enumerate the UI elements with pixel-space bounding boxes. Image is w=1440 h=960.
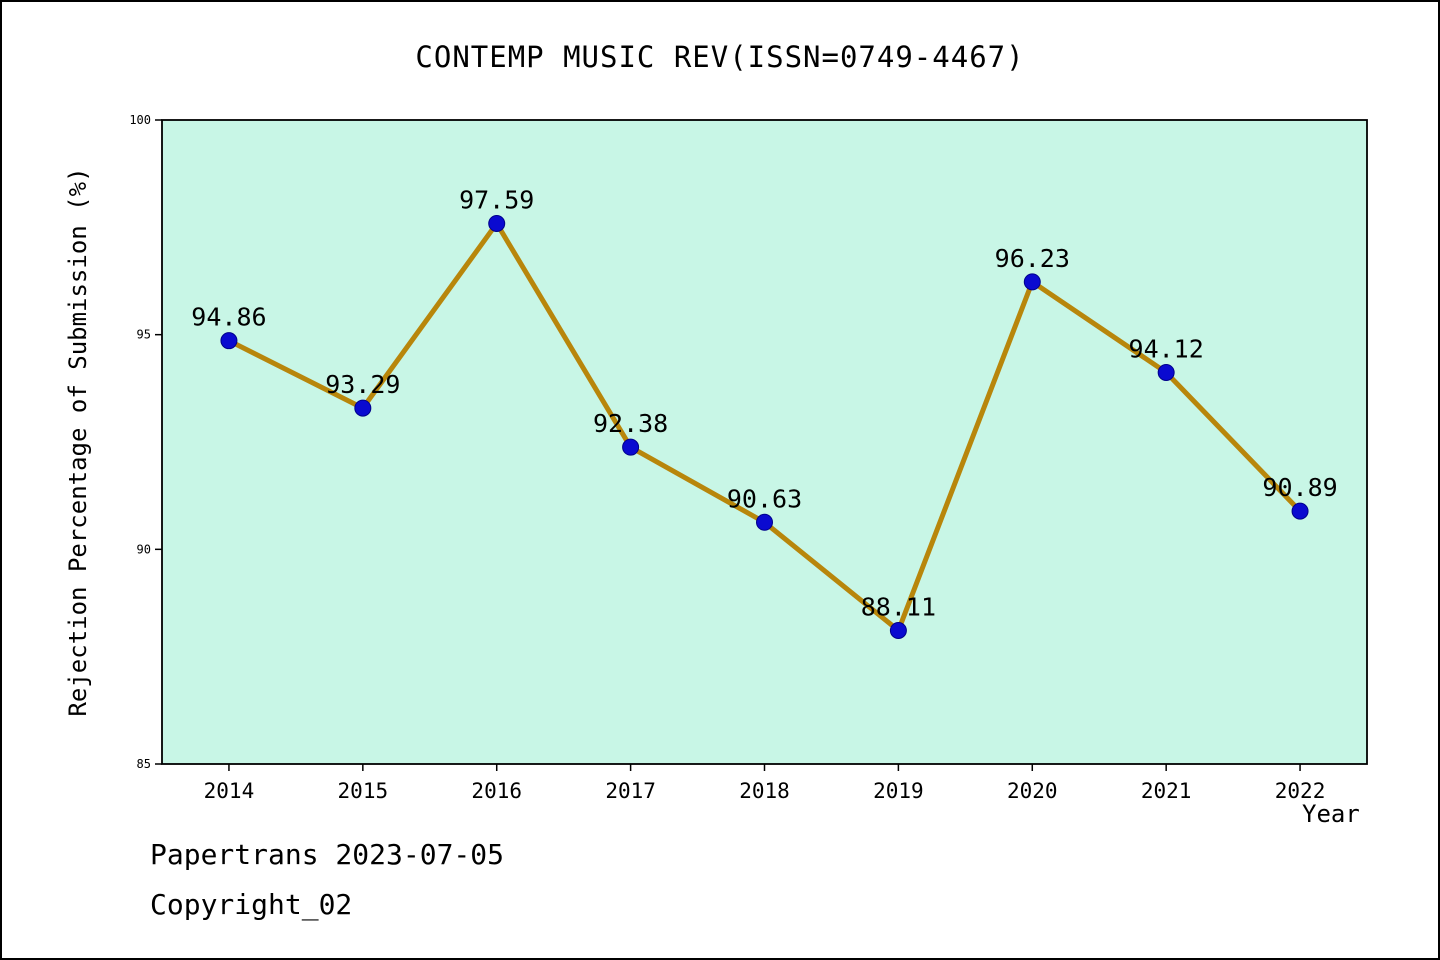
- footer-provider: Papertrans 2023-07-05: [150, 838, 505, 871]
- data-point: [1157, 363, 1175, 381]
- x-axis-label: Year: [1302, 800, 1360, 828]
- y-tick-label: 90: [137, 542, 151, 556]
- chart-title: CONTEMP MUSIC REV(ISSN=0749-4467): [415, 40, 1025, 74]
- data-label: 97.59: [459, 185, 534, 214]
- data-label: 88.11: [861, 592, 936, 621]
- footer-copyright: Copyright_02: [150, 888, 353, 921]
- y-tick-label: 85: [137, 757, 151, 771]
- data-label: 94.86: [191, 303, 266, 332]
- plot-area: [162, 120, 1367, 764]
- x-tick-label: 2020: [1007, 779, 1058, 803]
- plot-frame: [161, 119, 1368, 765]
- data-label: 94.12: [1129, 334, 1204, 363]
- x-tick-label: 2018: [739, 779, 790, 803]
- data-point: [354, 399, 372, 417]
- x-tick-label: 2022: [1275, 779, 1326, 803]
- x-tick-label: 2021: [1141, 779, 1192, 803]
- x-tick-label: 2016: [471, 779, 522, 803]
- data-point: [1291, 502, 1309, 520]
- data-label: 96.23: [995, 244, 1070, 273]
- x-tick-label: 2014: [204, 779, 255, 803]
- data-label: 90.63: [727, 484, 802, 513]
- data-point: [622, 438, 640, 456]
- data-point: [1023, 273, 1041, 291]
- data-label: 90.89: [1262, 473, 1337, 502]
- data-label: 92.38: [593, 409, 668, 438]
- x-tick-label: 2019: [873, 779, 924, 803]
- x-tick-label: 2017: [605, 779, 656, 803]
- data-point: [756, 513, 773, 531]
- data-point: [488, 214, 506, 232]
- data-point: [889, 621, 907, 639]
- data-point: [220, 332, 238, 350]
- y-tick-label: 100: [129, 113, 151, 127]
- data-label: 93.29: [325, 370, 400, 399]
- x-tick-label: 2015: [338, 779, 389, 803]
- y-tick-label: 95: [137, 328, 151, 342]
